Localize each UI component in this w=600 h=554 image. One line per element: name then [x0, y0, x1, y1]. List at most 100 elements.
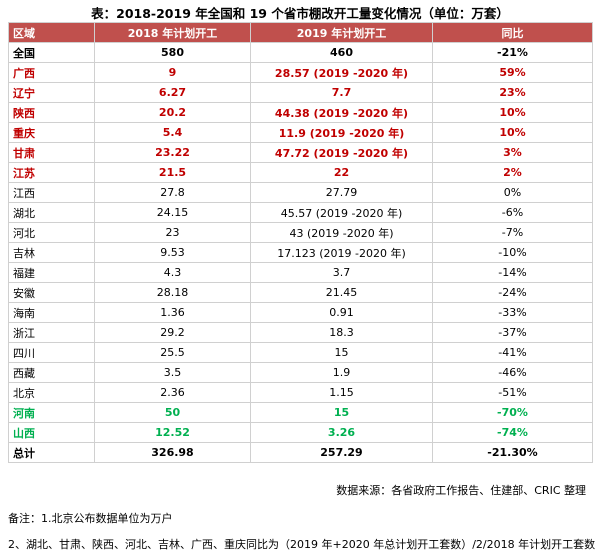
table-cell: 25.5 — [94, 342, 251, 363]
table-cell: -37% — [432, 322, 593, 343]
table-cell: 23.22 — [94, 142, 251, 163]
table-cell: 辽宁 — [8, 82, 95, 103]
table-cell: 43 (2019 -2020 年) — [250, 222, 433, 243]
table-cell: 460 — [250, 42, 433, 63]
table-row: 山西 12.52 3.26 -74% — [8, 422, 593, 443]
data-table: 区域 2018 年计划开工 2019 年计划开工 同比 全国 580 460 -21% 广西 9… — [8, 22, 593, 463]
table-cell: 47.72 (2019 -2020 年) — [250, 142, 433, 163]
table-cell: 浙江 — [8, 322, 95, 343]
table-row: 北京 2.36 1.15 -51% — [8, 382, 593, 403]
table-row: 广西 9 28.57 (2019 -2020 年) 59% — [8, 62, 593, 83]
table-cell: 重庆 — [8, 122, 95, 143]
table-cell: 10% — [432, 102, 593, 123]
table-cell: 28.57 (2019 -2020 年) — [250, 62, 433, 83]
table-cell: 江西 — [8, 182, 95, 203]
table-cell: 50 — [94, 402, 251, 423]
table-cell: -21% — [432, 42, 593, 63]
table-cell: 2.36 — [94, 382, 251, 403]
title: 表：2018-2019 年全国和 19 个省市棚改开工量变化情况（单位：万套） — [91, 6, 509, 21]
table-cell: 福建 — [8, 262, 95, 283]
table-cell: -70% — [432, 402, 593, 423]
table-row: 河南 50 15 -70% — [8, 402, 593, 423]
table-cell: 0.91 — [250, 302, 433, 323]
table-row: 总计 326.98 257.29 -21.30% — [8, 442, 593, 463]
table-cell: 9 — [94, 62, 251, 83]
table-row: 江苏 21.5 22 2% — [8, 162, 593, 183]
table-row: 全国 580 460 -21% — [8, 42, 593, 63]
table-cell: -46% — [432, 362, 593, 383]
table-cell: 18.3 — [250, 322, 433, 343]
table-cell: 安徽 — [8, 282, 95, 303]
table-cell: 2% — [432, 162, 593, 183]
table-cell: 3% — [432, 142, 593, 163]
header-cell: 2019 年计划开工 — [250, 22, 433, 43]
table-cell: -41% — [432, 342, 593, 363]
table-cell: -24% — [432, 282, 593, 303]
table-cell: 北京 — [8, 382, 95, 403]
table-cell: 四川 — [8, 342, 95, 363]
table-cell: -7% — [432, 222, 593, 243]
table-cell: 广西 — [8, 62, 95, 83]
source: 数据来源：各省政府工作报告、住建部、CRIC 整理 — [336, 484, 586, 497]
note: 备注：1.北京公布数据单位为万户 — [8, 512, 173, 525]
table-cell: 59% — [432, 62, 593, 83]
table-cell: 21.5 — [94, 162, 251, 183]
table-cell: 7.7 — [250, 82, 433, 103]
header-cell: 同比 — [432, 22, 593, 43]
table-cell: 12.52 — [94, 422, 251, 443]
table-row: 重庆 5.4 11.9 (2019 -2020 年) 10% — [8, 122, 593, 143]
table-cell: 10% — [432, 122, 593, 143]
table-cell: 1.9 — [250, 362, 433, 383]
table-row: 辽宁 6.27 7.7 23% — [8, 82, 593, 103]
table-cell: 3.5 — [94, 362, 251, 383]
table-cell: 23 — [94, 222, 251, 243]
table-cell: 甘肃 — [8, 142, 95, 163]
table-row: 海南 1.36 0.91 -33% — [8, 302, 593, 323]
note: 2、湖北、甘肃、陕西、河北、吉林、广西、重庆同比为（2019 年+2020 年总… — [8, 538, 596, 551]
table-row: 河北 23 43 (2019 -2020 年) -7% — [8, 222, 593, 243]
table-cell: 17.123 (2019 -2020 年) — [250, 242, 433, 263]
table-cell: 28.18 — [94, 282, 251, 303]
table-cell: 6.27 — [94, 82, 251, 103]
table-cell: 27.8 — [94, 182, 251, 203]
table-row: 江西 27.8 27.79 0% — [8, 182, 593, 203]
table-cell: -10% — [432, 242, 593, 263]
table-cell: 山西 — [8, 422, 95, 443]
table-cell: 0% — [432, 182, 593, 203]
table-row: 福建 4.3 3.7 -14% — [8, 262, 593, 283]
table-cell: -74% — [432, 422, 593, 443]
table-cell: 22 — [250, 162, 433, 183]
table-row: 西藏 3.5 1.9 -46% — [8, 362, 593, 383]
header-cell: 2018 年计划开工 — [94, 22, 251, 43]
table-cell: 15 — [250, 342, 433, 363]
table-cell: 15 — [250, 402, 433, 423]
table-row: 吉林 9.53 17.123 (2019 -2020 年) -10% — [8, 242, 593, 263]
table-cell: 湖北 — [8, 202, 95, 223]
table-cell: 河南 — [8, 402, 95, 423]
table-cell: 44.38 (2019 -2020 年) — [250, 102, 433, 123]
table-cell: 江苏 — [8, 162, 95, 183]
table-cell: 580 — [94, 42, 251, 63]
table-cell: 9.53 — [94, 242, 251, 263]
table-cell: 1.36 — [94, 302, 251, 323]
table-cell: 西藏 — [8, 362, 95, 383]
table-cell: -21.30% — [432, 442, 593, 463]
table-cell: 45.57 (2019 -2020 年) — [250, 202, 433, 223]
table-cell: -51% — [432, 382, 593, 403]
table-body: 全国 580 460 -21% 广西 9 28.57 (2019 -2020 年) 59% 辽宁… — [8, 42, 593, 463]
table-cell: 326.98 — [94, 442, 251, 463]
table-cell: 全国 — [8, 42, 95, 63]
table-cell: 257.29 — [250, 442, 433, 463]
table-cell: 海南 — [8, 302, 95, 323]
table-row: 陕西 20.2 44.38 (2019 -2020 年) 10% — [8, 102, 593, 123]
table-cell: 23% — [432, 82, 593, 103]
header-cell: 区域 — [8, 22, 95, 43]
table-cell: 3.26 — [250, 422, 433, 443]
table-cell: 20.2 — [94, 102, 251, 123]
table-row: 湖北 24.15 45.57 (2019 -2020 年) -6% — [8, 202, 593, 223]
table-cell: 29.2 — [94, 322, 251, 343]
table-cell: 3.7 — [250, 262, 433, 283]
table-cell: 5.4 — [94, 122, 251, 143]
table-cell: 河北 — [8, 222, 95, 243]
table-cell: -33% — [432, 302, 593, 323]
